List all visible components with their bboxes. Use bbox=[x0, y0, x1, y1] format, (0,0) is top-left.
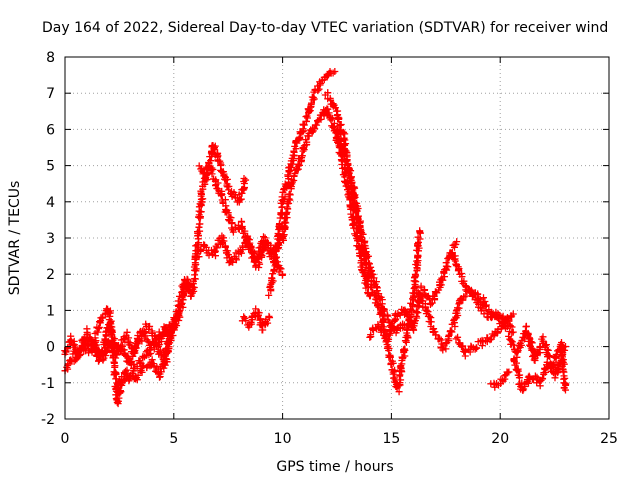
chart-title: Day 164 of 2022, Sidereal Day-to-day VTE… bbox=[42, 20, 608, 36]
data-trace bbox=[510, 343, 569, 394]
y-tick-label: 1 bbox=[46, 303, 55, 319]
y-tick-label: 2 bbox=[46, 267, 55, 283]
data-trace bbox=[169, 161, 287, 339]
x-tick-label: 15 bbox=[382, 431, 400, 447]
y-tick-label: 5 bbox=[46, 159, 55, 175]
x-tick-label: 10 bbox=[274, 431, 292, 447]
data-trace bbox=[191, 232, 287, 279]
y-tick-label: 3 bbox=[46, 231, 55, 247]
data-trace bbox=[278, 105, 374, 300]
x-axis-label: GPS time / hours bbox=[276, 459, 393, 475]
data-trace bbox=[452, 317, 513, 360]
tick-labels: 0 5 10 15 20 25 -2 -1 0 1 2 3 4 5 6 7 8 bbox=[41, 50, 618, 447]
tick-marks bbox=[64, 56, 610, 420]
data-trace bbox=[238, 305, 274, 334]
y-tick-label: 6 bbox=[46, 122, 55, 138]
y-tick-label: -2 bbox=[41, 412, 55, 428]
data-trace bbox=[487, 368, 513, 391]
x-tick-label: 25 bbox=[600, 431, 618, 447]
x-tick-label: 20 bbox=[491, 431, 509, 447]
y-tick-label: -1 bbox=[41, 376, 55, 392]
x-tick-label: 5 bbox=[169, 431, 178, 447]
y-tick-label: 7 bbox=[46, 86, 55, 102]
x-tick-label: 0 bbox=[61, 431, 70, 447]
data-trace bbox=[195, 142, 250, 206]
data-trace bbox=[334, 123, 424, 396]
y-tick-label: 0 bbox=[46, 340, 55, 356]
data-series bbox=[61, 67, 570, 408]
data-trace bbox=[505, 322, 570, 394]
y-tick-label: 4 bbox=[46, 195, 55, 211]
y-axis-label: SDTVAR / TECUs bbox=[7, 181, 23, 296]
y-tick-label: 8 bbox=[46, 50, 55, 66]
data-trace bbox=[265, 67, 339, 299]
